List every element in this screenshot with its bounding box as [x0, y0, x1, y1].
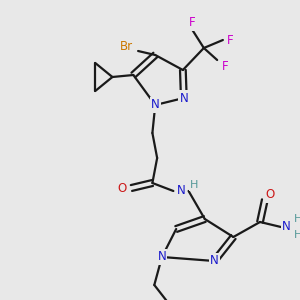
Text: F: F	[227, 34, 234, 46]
Text: F: F	[221, 59, 228, 73]
Text: N: N	[151, 98, 160, 112]
Text: H: H	[294, 230, 300, 240]
Text: N: N	[210, 254, 219, 268]
Text: O: O	[265, 188, 274, 202]
Text: N: N	[158, 250, 166, 263]
Text: N: N	[282, 220, 291, 233]
Text: Br: Br	[120, 40, 133, 53]
Text: H: H	[190, 180, 199, 190]
Text: N: N	[177, 184, 185, 197]
Text: N: N	[179, 92, 188, 104]
Text: F: F	[189, 16, 196, 29]
Text: O: O	[117, 182, 127, 194]
Text: H: H	[294, 214, 300, 224]
